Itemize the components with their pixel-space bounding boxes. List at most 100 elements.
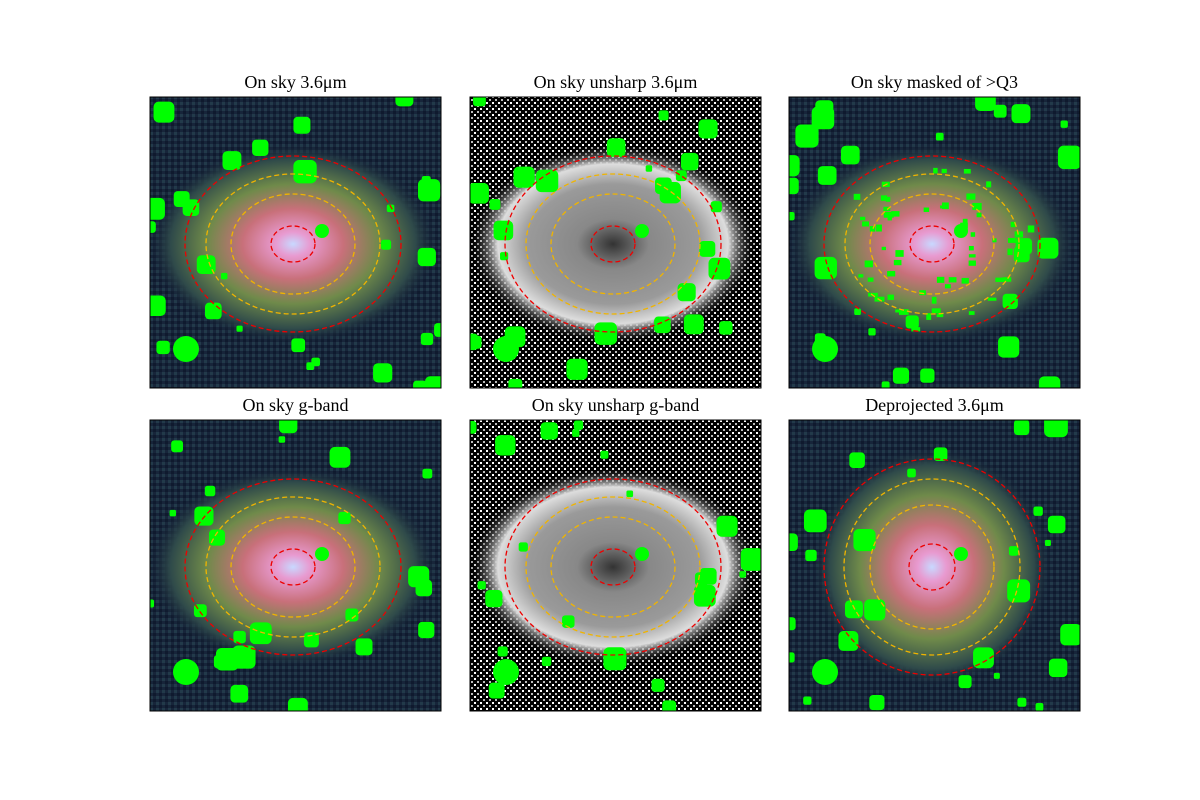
mask-blob bbox=[293, 160, 317, 184]
mask-pixel bbox=[853, 193, 861, 200]
mask-blob bbox=[803, 696, 812, 705]
mask-pixel bbox=[1002, 277, 1012, 282]
mask-pixel bbox=[936, 313, 944, 318]
mask-pixel bbox=[976, 212, 982, 218]
mask-blob bbox=[594, 322, 617, 345]
panel-image bbox=[470, 97, 761, 388]
mask-blob bbox=[497, 646, 508, 657]
aperture bbox=[184, 478, 402, 656]
mask-blob bbox=[470, 420, 477, 434]
aperture bbox=[525, 496, 701, 638]
mask-blob bbox=[173, 659, 199, 685]
mask-blob bbox=[635, 224, 649, 238]
panel-frame bbox=[149, 419, 442, 712]
mask-blob bbox=[278, 436, 286, 443]
mask-blob bbox=[355, 638, 373, 656]
mask-blob bbox=[1060, 624, 1080, 646]
mask-blob bbox=[493, 220, 514, 241]
mask-blob bbox=[817, 166, 837, 185]
mask-blob bbox=[815, 100, 834, 119]
mask-blob bbox=[293, 116, 311, 134]
aperture bbox=[184, 155, 402, 333]
mask-pixel bbox=[1027, 225, 1035, 233]
mask-pixel bbox=[933, 167, 938, 174]
mask-pixel bbox=[987, 297, 997, 301]
mask-blob bbox=[540, 422, 558, 440]
mask-pixel bbox=[893, 259, 902, 266]
panel-frame bbox=[469, 96, 762, 389]
mask-pixel bbox=[968, 311, 975, 315]
mask-pixel bbox=[968, 254, 976, 258]
mask-pixel bbox=[867, 277, 874, 282]
mask-blob bbox=[1015, 238, 1033, 255]
mask-pixel bbox=[931, 308, 941, 314]
aperture bbox=[550, 193, 676, 295]
mask-blob bbox=[470, 335, 482, 349]
mask-blob bbox=[493, 659, 519, 685]
panel-image bbox=[789, 420, 1080, 711]
mask-pixel bbox=[986, 181, 992, 188]
panel-frame bbox=[469, 419, 762, 712]
mask-blob bbox=[422, 468, 433, 479]
mask-blob bbox=[473, 97, 486, 107]
mask-blob bbox=[230, 684, 249, 703]
mask-blob bbox=[697, 586, 712, 601]
mask-blob bbox=[236, 325, 243, 332]
mask-blob bbox=[340, 453, 347, 460]
mask-blob bbox=[495, 435, 516, 456]
mask-pixel bbox=[880, 195, 888, 201]
mask-blob bbox=[844, 600, 863, 619]
mask-blob bbox=[169, 509, 177, 517]
mask-blob bbox=[386, 204, 395, 213]
mask-pixel bbox=[1007, 248, 1013, 256]
mask-blob bbox=[173, 336, 199, 362]
mask-blob bbox=[677, 283, 696, 302]
mask-pixel bbox=[923, 207, 930, 212]
mask-blob bbox=[789, 211, 795, 221]
panel-image bbox=[150, 420, 441, 711]
mask-blob bbox=[789, 177, 799, 195]
mask-blob bbox=[315, 224, 329, 238]
aperture bbox=[525, 173, 701, 315]
mask-pixel bbox=[995, 277, 1004, 282]
aperture bbox=[909, 225, 955, 263]
mask-blob bbox=[287, 697, 308, 711]
mask-pixel bbox=[966, 193, 976, 200]
mask-pixel bbox=[887, 271, 896, 277]
mask-blob bbox=[699, 241, 716, 257]
mask-blob bbox=[150, 599, 155, 608]
mask-blob bbox=[421, 175, 431, 185]
panel-frame bbox=[149, 96, 442, 389]
mask-blob bbox=[329, 446, 351, 468]
mask-pixel bbox=[911, 327, 921, 332]
mask-pixel bbox=[1008, 237, 1017, 243]
mask-blob bbox=[518, 542, 528, 552]
mask-pixel bbox=[860, 216, 866, 221]
mask-blob bbox=[803, 509, 827, 533]
mask-blob bbox=[572, 429, 580, 437]
mask-blob bbox=[812, 659, 838, 685]
mask-blob bbox=[658, 110, 669, 121]
mask-blob bbox=[849, 452, 865, 469]
aperture bbox=[504, 478, 722, 656]
mask-blob bbox=[719, 321, 733, 335]
panel-title: On sky g-band bbox=[243, 395, 349, 415]
mask-pixel bbox=[887, 294, 894, 300]
mask-blob bbox=[854, 308, 861, 316]
mask-blob bbox=[477, 581, 486, 590]
mask-blob bbox=[626, 490, 634, 498]
mask-blob bbox=[789, 155, 800, 177]
mask-blob bbox=[338, 511, 351, 525]
mask-blob bbox=[508, 378, 523, 388]
mask-pixel bbox=[941, 168, 947, 174]
mask-blob bbox=[418, 621, 435, 639]
mask-blob bbox=[535, 169, 559, 193]
mask-blob bbox=[864, 599, 886, 621]
aperture bbox=[869, 504, 995, 630]
mask-blob bbox=[795, 124, 819, 148]
mask-pixel bbox=[883, 211, 894, 218]
mask-blob bbox=[1048, 658, 1068, 678]
mask-blob bbox=[279, 420, 298, 434]
mask-blob bbox=[708, 257, 731, 280]
mask-pixel bbox=[869, 226, 876, 232]
